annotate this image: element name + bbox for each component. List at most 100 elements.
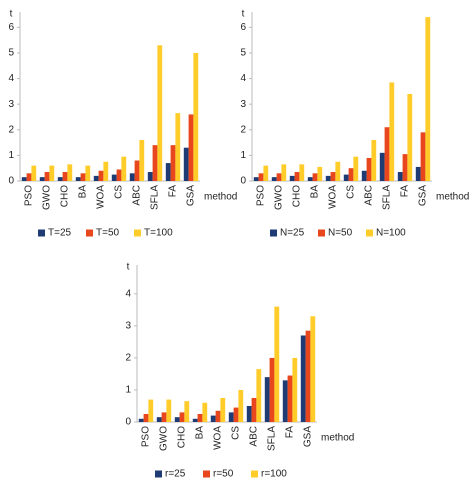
x-axis-label: method (321, 433, 354, 444)
bar (220, 397, 226, 422)
bar (361, 170, 367, 181)
bar (202, 402, 208, 422)
y-tick-label: 2 (240, 124, 246, 135)
bar (75, 177, 81, 181)
legend-swatch (251, 470, 258, 478)
x-tick-label: SFLA (382, 185, 393, 210)
y-tick-label: 4 (240, 73, 246, 84)
bar (143, 413, 149, 422)
bar (317, 166, 323, 181)
bar (263, 165, 269, 181)
bar (129, 173, 135, 181)
bar (44, 172, 50, 181)
legend-label: N=25 (280, 228, 305, 239)
bar (402, 154, 408, 181)
legend-swatch (134, 229, 141, 237)
legend-label: N=50 (328, 228, 353, 239)
bar (134, 160, 140, 181)
bar (39, 177, 45, 181)
x-axis-label: method (204, 192, 237, 203)
bar (21, 177, 27, 181)
x-tick-label: PSO (141, 426, 152, 447)
bar (407, 93, 413, 181)
y-tick-label: 6 (8, 22, 14, 33)
y-axis-label: t (127, 262, 130, 273)
x-tick-label: BA (310, 185, 321, 199)
legend-label: r=100 (261, 469, 287, 480)
bar (183, 147, 189, 181)
bar (305, 330, 311, 422)
bar (343, 174, 349, 181)
bar (152, 145, 158, 181)
y-tick-label: 2 (125, 353, 131, 364)
bar (174, 417, 180, 422)
bar (57, 177, 63, 181)
legend-swatch (366, 229, 373, 237)
bar (139, 140, 145, 181)
bar (116, 169, 122, 181)
bar (215, 410, 221, 422)
bar (67, 164, 73, 181)
y-tick-label: 1 (125, 385, 131, 396)
bar (184, 401, 190, 422)
bar (389, 82, 395, 181)
bar (253, 177, 259, 181)
y-axis-label: t (242, 9, 245, 20)
legend-swatch (318, 229, 325, 237)
x-tick-label: CHO (177, 426, 188, 448)
x-tick-label: CS (231, 426, 242, 440)
legend-swatch (38, 229, 45, 237)
x-tick-label: ABC (132, 185, 143, 206)
bar (299, 164, 305, 181)
x-tick-label: GSA (303, 426, 314, 447)
y-tick-label: 5 (240, 48, 246, 59)
y-tick-label: 0 (240, 176, 246, 187)
y-axis-label: t (10, 9, 13, 20)
x-tick-label: BA (78, 185, 89, 199)
x-tick-label: WOA (328, 185, 339, 209)
bar (335, 161, 341, 181)
bar (300, 335, 306, 422)
x-tick-label: GSA (418, 185, 429, 206)
bar (98, 170, 104, 181)
bar (251, 397, 257, 422)
bar (93, 175, 99, 181)
bar (148, 399, 154, 422)
bar (281, 164, 287, 181)
bar (397, 172, 403, 181)
bar (49, 165, 55, 181)
x-tick-label: GWO (274, 185, 285, 210)
legend-swatch (203, 470, 210, 478)
x-tick-label: SFLA (267, 426, 278, 451)
bar (325, 175, 331, 181)
x-tick-label: CS (114, 185, 125, 199)
legend-label: r=25 (165, 469, 186, 480)
bar (282, 380, 288, 422)
bar (157, 45, 163, 182)
bar (166, 399, 172, 422)
x-tick-label: FA (400, 185, 411, 198)
legend-swatch (155, 470, 162, 478)
legend-swatch (86, 229, 93, 237)
x-tick-label: CHO (60, 185, 71, 207)
bar (425, 17, 431, 181)
y-tick-label: 1 (8, 150, 14, 161)
y-tick-label: 0 (125, 417, 131, 428)
legend-label: N=100 (376, 228, 406, 239)
bar (348, 168, 354, 181)
bar (179, 412, 185, 422)
x-tick-label: ABC (249, 426, 260, 447)
bar (170, 145, 176, 181)
x-tick-label: GWO (42, 185, 53, 210)
bar (103, 161, 109, 181)
x-tick-label: GSA (186, 185, 197, 206)
bar (138, 418, 144, 422)
legend-label: r=50 (213, 469, 234, 480)
bar (379, 152, 385, 181)
bar (193, 52, 199, 181)
x-tick-label: WOA (213, 426, 224, 450)
bar (264, 377, 270, 422)
bar (31, 165, 37, 181)
bar (192, 418, 198, 422)
